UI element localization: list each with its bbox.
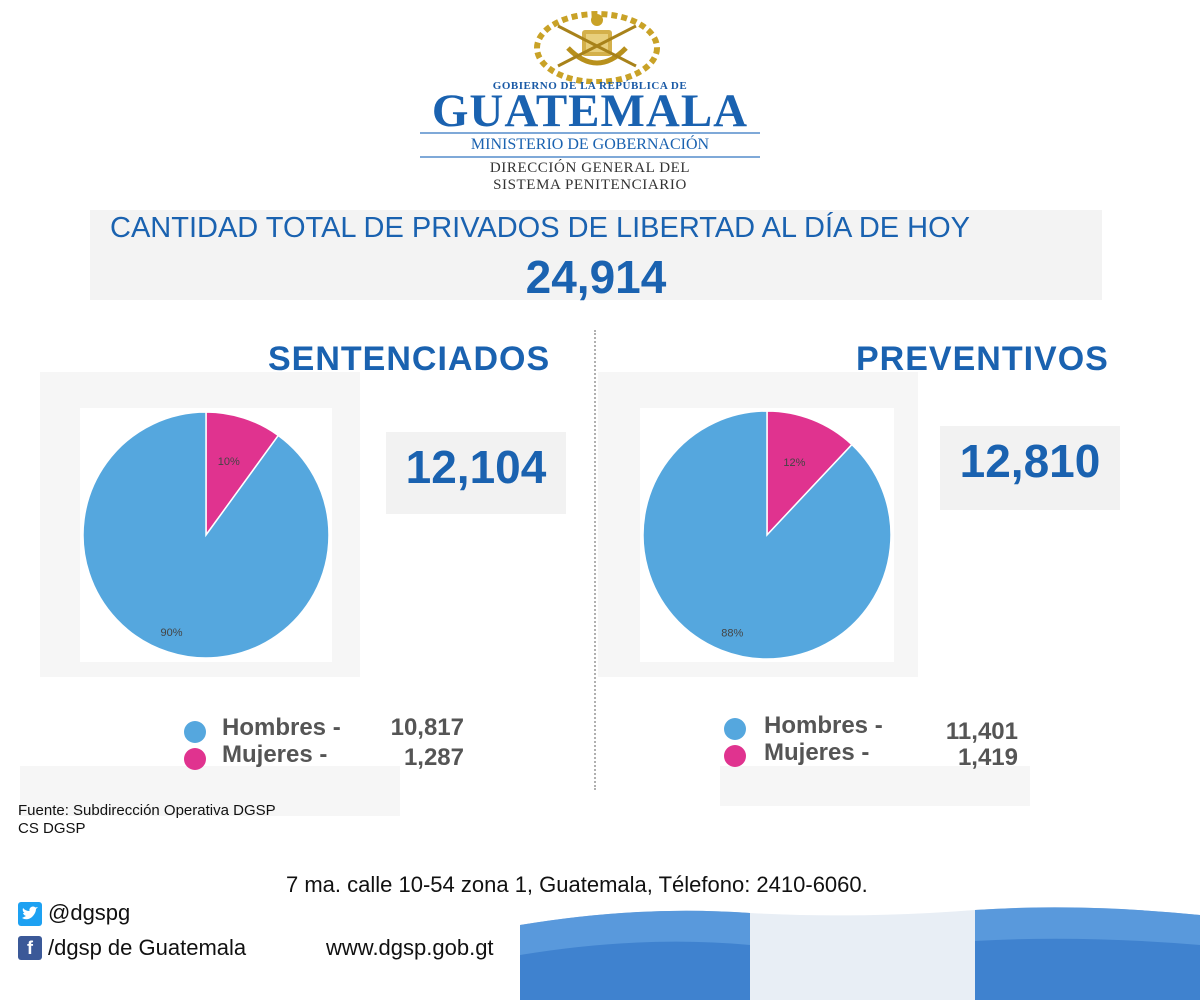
preventivos-total-box	[940, 426, 1120, 510]
legend-mujeres-label: Mujeres -	[764, 739, 870, 766]
website-link[interactable]: www.dgsp.gob.gt	[326, 935, 494, 960]
direction-line-2: SISTEMA PENITENCIARIO	[493, 177, 687, 193]
legend-mujeres-dot	[724, 745, 746, 767]
legend-mujeres-label: Mujeres -	[222, 741, 328, 768]
source-line-2: CS DGSP	[18, 820, 86, 837]
sentenciados-title: SENTENCIADOS	[268, 340, 551, 378]
ministry-label: MINISTERIO DE GOBERNACIÓN	[420, 132, 760, 158]
twitter-icon[interactable]	[18, 902, 42, 926]
legend-mujeres-value: 1,419	[957, 744, 1018, 771]
footer-address: 7 ma. calle 10-54 zona 1, Guatemala, Tél…	[286, 872, 868, 897]
pie-slice-mujeres	[205, 411, 280, 538]
sentenciados-total-value: 12,104	[405, 441, 547, 493]
direction-line-1: DIRECCIÓN GENERAL DEL	[489, 160, 691, 176]
pie-label-mujeres: 10%	[218, 456, 240, 468]
source-line-1: Fuente: Subdirección Operativa DGSP	[18, 802, 276, 819]
total-value: 24,914	[525, 251, 667, 303]
legend-hombres-value: 11,401	[945, 718, 1018, 745]
legend-hombres-dot	[184, 721, 206, 743]
legend-hombres-dot	[724, 718, 746, 740]
country-wordmark: GUATEMALA	[431, 85, 749, 137]
preventivos-total-value: 12,810	[959, 435, 1101, 487]
legend-mujeres-value: 1,287	[403, 744, 464, 771]
gobierno-label: GOBIERNO DE LA REPÚBLICA DE	[492, 80, 688, 92]
preventivos-legend-backdrop	[720, 766, 1030, 806]
coat-of-arms-logo	[534, 11, 660, 84]
pie-slice-hombres	[82, 411, 330, 659]
legend-hombres-value: 10,817	[390, 714, 464, 741]
twitter-handle[interactable]: @dgspg	[48, 900, 131, 925]
pie-slice-hombres	[642, 410, 892, 660]
legend-hombres-label: Hombres -	[764, 712, 883, 739]
legend-mujeres-dot	[184, 748, 206, 770]
sentenciados-legend-backdrop	[20, 766, 400, 816]
pie-label-mujeres: 12%	[783, 457, 805, 469]
pie-label-hombres: 90%	[161, 627, 183, 639]
pie-slice-mujeres	[766, 410, 853, 537]
preventivos-pie-chart: 12% 88%	[642, 410, 892, 660]
pie-label-hombres: 88%	[721, 628, 743, 640]
facebook-page[interactable]: /dgsp de Guatemala	[48, 935, 247, 960]
sentenciados-pie-chart: 10% 90%	[82, 411, 330, 659]
facebook-icon[interactable]: f	[18, 936, 42, 960]
legend-hombres-label: Hombres -	[222, 714, 341, 741]
preventivos-title: PREVENTIVOS	[856, 340, 1109, 378]
flag-stripes-decoration	[520, 907, 1200, 1000]
total-title: CANTIDAD TOTAL DE PRIVADOS DE LIBERTAD A…	[110, 212, 971, 244]
sentenciados-total-box	[386, 432, 566, 514]
total-panel	[90, 210, 1102, 300]
section-divider	[594, 330, 596, 790]
